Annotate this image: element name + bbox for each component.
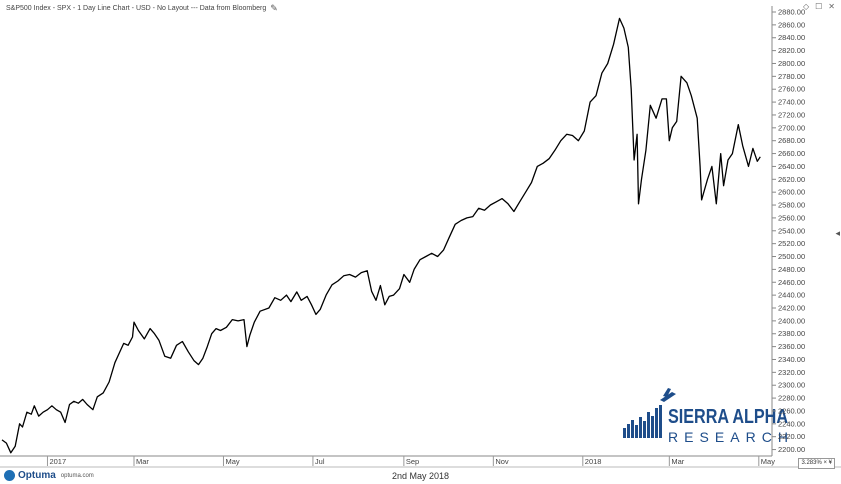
y-tick-label: 2360.00 <box>778 342 805 351</box>
logo-bars-icon <box>623 388 676 438</box>
pencil-icon[interactable]: ✎ <box>270 2 278 13</box>
y-tick-label: 2680.00 <box>778 136 805 145</box>
close-icon[interactable]: ✕ <box>828 2 835 11</box>
y-tick-label: 2660.00 <box>778 149 805 158</box>
diamond-icon[interactable]: ◇ <box>802 2 810 11</box>
y-tick-label: 2240.00 <box>778 419 805 428</box>
y-tick-label: 2340.00 <box>778 355 805 364</box>
collapse-arrow-icon[interactable]: ◂ <box>835 228 840 238</box>
y-tick-label: 2640.00 <box>778 162 805 171</box>
chart-title-bar: S&P500 Index - SPX - 1 Day Line Chart - … <box>6 2 278 14</box>
y-tick-label: 2440.00 <box>778 291 805 300</box>
x-tick-label: Mar <box>136 457 149 466</box>
y-tick-label: 2800.00 <box>778 59 805 68</box>
y-tick-label: 2220.00 <box>778 432 805 441</box>
y-tick-label: 2300.00 <box>778 381 805 390</box>
y-tick-label: 2500.00 <box>778 252 805 261</box>
x-tick-label: Sep <box>406 457 419 466</box>
chart-title: S&P500 Index - SPX - 1 Day Line Chart - … <box>6 4 267 12</box>
y-tick-label: 2760.00 <box>778 85 805 94</box>
optuma-url[interactable]: optuma.com <box>60 472 94 479</box>
logo-sub: RESEARCH <box>668 429 788 445</box>
y-tick-label: 2260.00 <box>778 406 805 415</box>
y-tick-label: 2740.00 <box>778 98 805 107</box>
footer-date: 2nd May 2018 <box>391 471 450 481</box>
y-tick-label: 2580.00 <box>778 201 805 210</box>
x-tick-label: May <box>761 457 775 466</box>
window-controls: ◇ ☐ ✕ <box>803 2 835 11</box>
y-tick-label: 2320.00 <box>778 368 805 377</box>
x-tick-label: 2017 <box>49 457 66 466</box>
y-tick-label: 2860.00 <box>778 20 805 29</box>
y-tick-label: 2560.00 <box>778 213 805 222</box>
y-tick-label: 2720.00 <box>778 110 805 119</box>
y-tick-label: 2540.00 <box>778 226 805 235</box>
x-tick-label: Jul <box>315 457 325 466</box>
y-tick-label: 2820.00 <box>778 46 805 55</box>
y-tick-label: 2380.00 <box>778 329 805 338</box>
logo-name: SIERRA ALPHA <box>668 406 788 428</box>
scale-indicator[interactable]: 3.283% × ¥ <box>798 458 835 469</box>
optuma-footer: Optuma optuma.com <box>4 470 94 481</box>
x-tick-label: Nov <box>495 457 509 466</box>
y-tick-label: 2780.00 <box>778 72 805 81</box>
optuma-logo-icon <box>4 470 15 481</box>
price-series-line <box>1 17 761 454</box>
x-tick-label: May <box>225 457 239 466</box>
y-tick-label: 2480.00 <box>778 265 805 274</box>
y-tick-label: 2460.00 <box>778 278 805 287</box>
y-tick-label: 2280.00 <box>778 394 805 403</box>
y-tick-label: 2880.00 <box>778 8 805 17</box>
y-tick-label: 2520.00 <box>778 239 805 248</box>
x-tick-label: 2018 <box>585 457 602 466</box>
x-tick-label: Mar <box>671 457 684 466</box>
y-tick-label: 2700.00 <box>778 123 805 132</box>
y-tick-label: 2200.00 <box>778 445 805 454</box>
y-tick-label: 2420.00 <box>778 304 805 313</box>
y-tick-label: 2600.00 <box>778 188 805 197</box>
y-tick-label: 2840.00 <box>778 33 805 42</box>
y-tick-label: 2400.00 <box>778 316 805 325</box>
sierra-alpha-logo: SIERRA ALPHA RESEARCH <box>623 388 788 445</box>
maximize-icon[interactable]: ☐ <box>815 2 823 11</box>
y-tick-label: 2620.00 <box>778 175 805 184</box>
optuma-brand: Optuma <box>18 470 56 481</box>
